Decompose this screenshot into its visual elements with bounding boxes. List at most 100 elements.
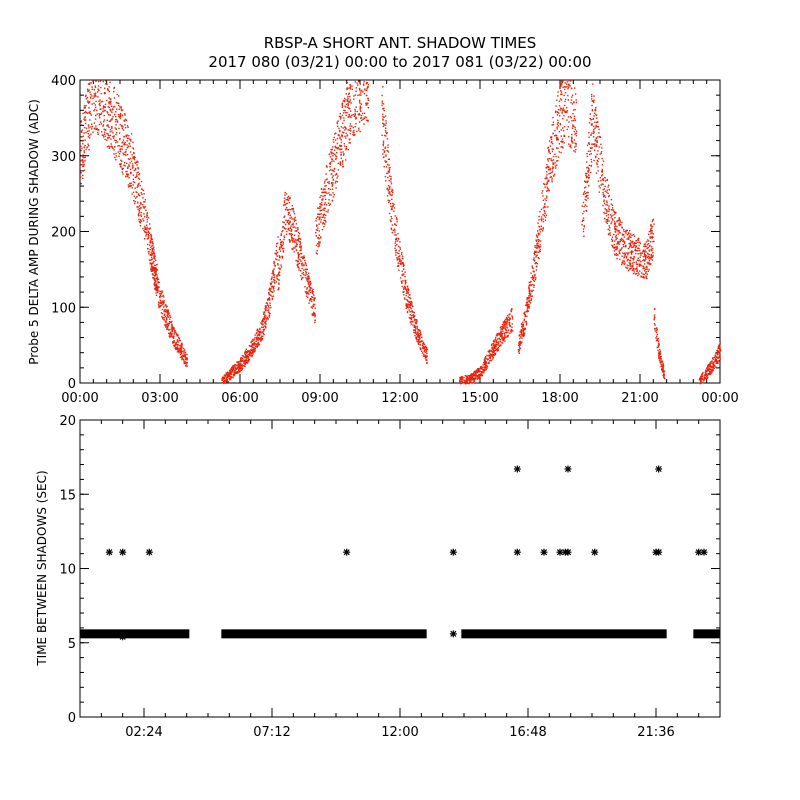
top-data-point: [95, 114, 97, 117]
top-data-point: [134, 169, 137, 171]
top-data-point: [108, 106, 110, 109]
top-data-point: [505, 323, 507, 325]
top-data-point: [538, 251, 540, 254]
top-data-point: [146, 238, 149, 240]
top-data-point: [93, 96, 95, 98]
top-data-point: [150, 236, 152, 239]
top-data-point: [241, 357, 243, 359]
top-data-point: [156, 278, 158, 280]
top-data-point: [588, 174, 590, 176]
top-data-point: [473, 371, 475, 373]
top-data-point: [521, 337, 523, 339]
top-data-point: [332, 170, 334, 172]
top-data-point: [125, 171, 127, 173]
top-data-point: [103, 92, 106, 95]
top-data-point: [466, 382, 468, 384]
top-data-point: [605, 215, 608, 217]
top-data-point: [595, 113, 597, 115]
top-data-point: [302, 277, 304, 279]
top-data-point: [597, 121, 599, 123]
top-data-point: [151, 273, 154, 275]
top-data-point: [359, 83, 361, 85]
top-data-point: [151, 262, 153, 264]
top-data-point: [307, 275, 310, 277]
top-data-point: [305, 295, 308, 297]
top-data-point: [126, 147, 129, 149]
top-data-point: [547, 147, 549, 149]
top-data-point: [248, 350, 250, 352]
top-data-point: [166, 323, 169, 325]
top-data-point: [537, 244, 539, 247]
top-data-point: [482, 364, 484, 366]
top-data-point: [325, 165, 328, 167]
top-data-point: [260, 331, 262, 333]
top-data-point: [94, 108, 96, 111]
top-data-point: [148, 236, 150, 238]
top-data-point: [267, 309, 269, 312]
top-data-point: [611, 244, 613, 246]
top-data-point: [572, 113, 574, 115]
top-data-point: [275, 250, 277, 252]
top-data-point: [498, 337, 501, 339]
top-data-point: [535, 247, 538, 249]
top-data-point: [560, 151, 562, 154]
top-data-point: [226, 381, 229, 383]
top-data-point: [596, 162, 598, 164]
top-data-point: [476, 375, 478, 377]
top-data-point: [145, 232, 148, 234]
top-data-point: [506, 315, 509, 317]
top-data-point: [470, 375, 472, 377]
top-data-point: [633, 243, 635, 245]
top-data-point: [127, 184, 130, 186]
top-data-point: [615, 252, 617, 255]
top-data-point: [115, 128, 117, 130]
top-data-point: [567, 86, 569, 88]
top-data-point: [183, 360, 185, 362]
top-data-point: [481, 367, 483, 369]
top-data-point: [254, 350, 256, 353]
top-data-point: [394, 245, 397, 247]
top-data-point: [366, 89, 368, 92]
top-data-point: [618, 243, 620, 246]
top-data-point: [146, 213, 148, 215]
top-data-point: [311, 290, 313, 292]
top-data-point: [115, 118, 118, 121]
top-data-point: [406, 310, 409, 313]
top-data-point: [568, 143, 570, 145]
top-data-point: [400, 260, 403, 262]
top-data-point: [305, 263, 307, 265]
top-data-point: [418, 335, 420, 337]
top-data-point: [244, 356, 246, 359]
top-data-point: [229, 378, 231, 380]
top-data-point: [585, 186, 587, 188]
top-data-point: [547, 206, 549, 208]
top-data-point: [525, 310, 528, 312]
top-data-point: [81, 147, 83, 150]
top-data-point: [389, 193, 391, 196]
top-data-point: [359, 105, 361, 107]
top-data-point: [590, 119, 592, 121]
top-data-point: [308, 286, 311, 288]
top-data-point: [285, 203, 287, 205]
top-data-point: [154, 271, 156, 274]
top-data-point: [353, 134, 355, 137]
top-data-point: [165, 323, 167, 325]
top-data-point: [107, 134, 110, 137]
top-data-point: [96, 113, 98, 115]
top-data-point: [607, 228, 609, 231]
top-data-point: [384, 146, 387, 148]
top-data-point: [393, 207, 396, 209]
top-data-point: [544, 198, 546, 200]
top-data-point: [590, 98, 593, 100]
top-data-point: [132, 141, 134, 143]
top-data-point: [109, 120, 111, 122]
top-data-point: [226, 376, 229, 378]
top-data-point: [606, 210, 608, 212]
top-data-point: [533, 284, 535, 286]
top-data-point: [232, 367, 234, 369]
top-data-point: [529, 293, 531, 295]
top-data-point: [163, 310, 165, 313]
top-data-point: [491, 344, 493, 347]
top-data-point: [518, 352, 520, 354]
top-data-point: [169, 318, 171, 320]
